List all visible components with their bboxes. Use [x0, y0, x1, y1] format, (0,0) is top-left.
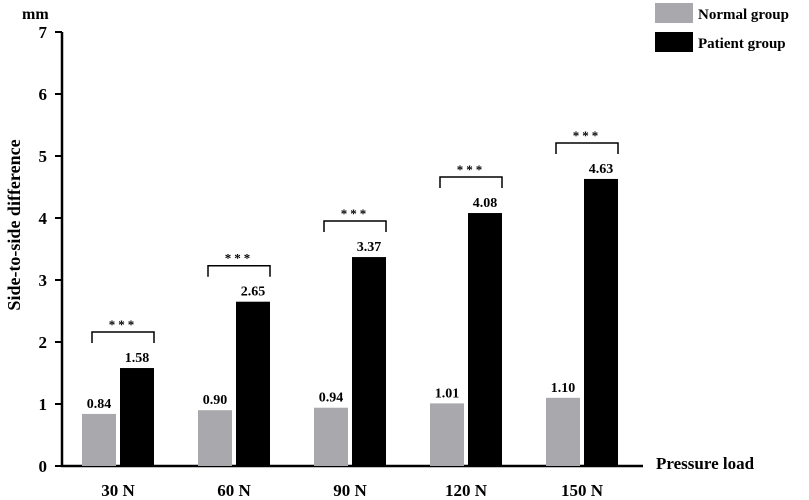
x-axis-title: Pressure load — [656, 454, 755, 473]
significance-brackets: *** *** *** *** *** — [91, 128, 619, 344]
significance-stars: *** — [457, 162, 486, 177]
legend: Normal group Patient group — [655, 3, 789, 52]
significance-stars: *** — [341, 206, 370, 221]
value-label-normal: 0.90 — [203, 393, 228, 408]
value-label-patient: 3.37 — [357, 240, 382, 255]
significance-stars: *** — [109, 317, 138, 332]
x-tick-label: 120 N — [445, 481, 488, 500]
significance-stars: *** — [573, 128, 602, 143]
value-label-normal: 1.10 — [551, 381, 576, 396]
legend-label-normal: Normal group — [698, 7, 789, 23]
significance-bracket — [207, 264, 271, 277]
significance-bracket — [91, 331, 155, 344]
y-tick-label: 6 — [39, 85, 48, 104]
value-label-patient: 4.63 — [589, 162, 614, 177]
y-axis-title: Side-to-side difference — [4, 139, 24, 310]
y-tick-label: 4 — [39, 209, 48, 228]
x-tick-label: 60 N — [217, 481, 251, 500]
x-tick-label: 90 N — [333, 481, 367, 500]
y-tick-label: 3 — [39, 271, 48, 290]
y-tick-label: 5 — [39, 147, 48, 166]
value-label-patient: 2.65 — [241, 285, 266, 300]
value-label-patient: 4.08 — [473, 196, 498, 211]
y-axis: mm Side-to-side difference 0 1 2 3 4 5 6 7 — [4, 6, 64, 476]
legend-swatch-normal — [655, 3, 693, 23]
bar-normal — [430, 403, 464, 466]
bar-patient — [584, 178, 618, 466]
bar-normal — [198, 410, 232, 466]
x-tick-label: 30 N — [101, 481, 135, 500]
x-tick-label: 150 N — [561, 481, 604, 500]
bar-patient — [236, 301, 270, 466]
y-tick-label: 7 — [39, 23, 48, 42]
significance-bracket — [439, 176, 503, 189]
bar-normal — [314, 407, 348, 466]
bar-patient — [120, 368, 154, 466]
y-tick-label: 1 — [39, 395, 48, 414]
significance-bracket — [555, 142, 619, 154]
legend-label-patient: Patient group — [698, 36, 786, 52]
x-ticks: 30 N 60 N 90 N 120 N 150 N — [101, 481, 604, 500]
y-tick-label: 2 — [39, 333, 48, 352]
significance-stars: *** — [225, 251, 254, 266]
value-label-patient: 1.58 — [125, 351, 150, 366]
bar-patient — [468, 213, 502, 466]
bar-patient — [352, 257, 386, 466]
x-axis: Pressure load 30 N 60 N 90 N 120 N 150 N — [61, 454, 755, 500]
y-tick-label: 0 — [39, 457, 48, 476]
value-label-normal: 0.84 — [87, 397, 112, 412]
bar-normal — [546, 397, 580, 466]
bar-normal — [82, 413, 116, 466]
bars: 0.84 1.58 0.90 2.65 0.94 3.37 1.01 4.08 1.10 4.63 — [82, 162, 618, 466]
legend-swatch-patient — [655, 32, 693, 52]
significance-bracket — [323, 220, 387, 233]
y-ticks: 0 1 2 3 4 5 6 7 — [39, 23, 62, 476]
value-label-normal: 0.94 — [319, 391, 344, 406]
value-label-normal: 1.01 — [435, 386, 460, 401]
y-axis-unit: mm — [22, 6, 49, 23]
